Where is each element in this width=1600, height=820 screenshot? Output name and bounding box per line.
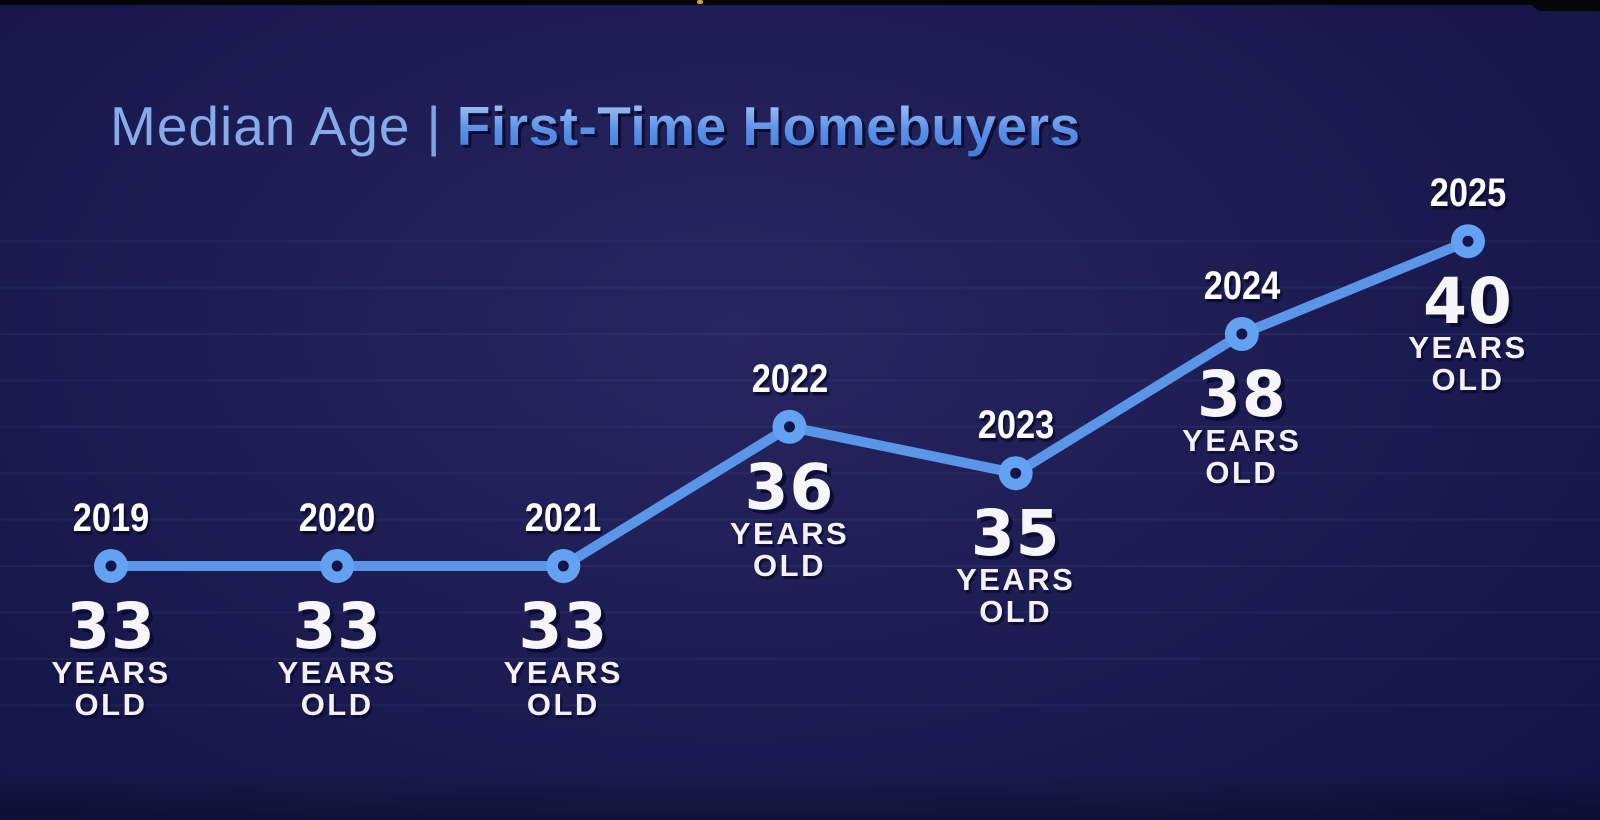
value-unit-old-2022: OLD [753, 547, 826, 583]
value-label-2025: 40 YEARS OLD [1408, 265, 1528, 398]
value-number-2019: 33 [66, 590, 156, 663]
value-number-2024: 38 [1196, 358, 1287, 431]
value-unit-years-2022: YEARS [729, 515, 850, 551]
value-unit-old-2024: OLD [1205, 455, 1279, 490]
value-unit-years-2023: YEARS [956, 562, 1076, 598]
value-unit-years-2025: YEARS [1408, 330, 1528, 366]
year-label-2023: 2023 [977, 403, 1054, 448]
chart-title: Median Age | First-Time Homebuyers [110, 94, 1081, 158]
value-unit-old-2019: OLD [74, 687, 148, 722]
data-point-hole-2019 [105, 560, 117, 572]
value-unit-years-2019: YEARS [51, 655, 171, 690]
data-point-hole-2021 [557, 560, 569, 572]
value-number-2025: 40 [1423, 265, 1513, 339]
video-top-edge [0, 0, 1600, 5]
value-unit-years-2021: YEARS [503, 655, 623, 690]
video-corner-overlay [1532, 0, 1600, 11]
year-label-2022: 2022 [751, 356, 828, 401]
value-number-2022: 36 [744, 450, 835, 524]
value-unit-old-2023: OLD [979, 594, 1053, 630]
value-label-2020: 33 YEARS OLD [277, 590, 397, 722]
value-label-2024: 38 YEARS OLD [1182, 358, 1302, 490]
value-label-2021: 33 YEARS OLD [503, 590, 623, 722]
year-label-2021: 2021 [525, 496, 602, 540]
video-artifact-speck [697, 0, 703, 4]
data-point-hole-2023 [1010, 467, 1022, 479]
value-number-2020: 33 [292, 590, 382, 663]
year-label-2020: 2020 [298, 496, 376, 540]
data-point-hole-2022 [784, 421, 795, 433]
value-unit-years-2020: YEARS [277, 655, 397, 690]
value-number-2021: 33 [518, 590, 609, 663]
year-label-2024: 2024 [1203, 264, 1281, 308]
value-unit-old-2025: OLD [1431, 362, 1505, 398]
value-label-2019: 33 YEARS OLD [51, 590, 171, 722]
value-label-2023: 35 YEARS OLD [956, 497, 1076, 630]
chart-title-bold: First-Time Homebuyers [456, 95, 1081, 157]
year-label-2019: 2019 [72, 496, 150, 540]
chart-title-light: Median Age [110, 95, 411, 157]
value-unit-old-2021: OLD [526, 687, 600, 722]
chart-title-separator: | [426, 95, 441, 157]
value-unit-old-2020: OLD [300, 687, 374, 722]
value-label-2022: 36 YEARS OLD [729, 450, 850, 583]
year-label-2025: 2025 [1429, 171, 1507, 216]
data-point-hole-2024 [1236, 328, 1248, 340]
data-point-hole-2020 [331, 560, 343, 572]
value-number-2023: 35 [970, 497, 1061, 571]
value-unit-years-2024: YEARS [1182, 423, 1302, 458]
data-point-hole-2025 [1462, 235, 1474, 247]
